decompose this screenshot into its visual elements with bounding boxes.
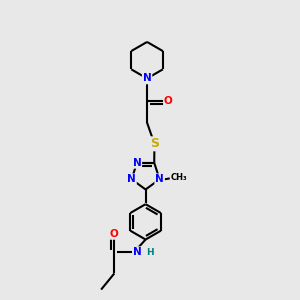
Text: S: S: [150, 137, 159, 150]
Text: N: N: [143, 74, 152, 83]
Text: N: N: [127, 174, 136, 184]
Text: O: O: [164, 96, 172, 106]
Text: N: N: [133, 158, 141, 168]
Text: H: H: [146, 248, 154, 257]
Text: CH₃: CH₃: [170, 173, 187, 182]
Text: N: N: [155, 174, 164, 184]
Text: N: N: [133, 247, 142, 257]
Text: O: O: [110, 229, 119, 239]
